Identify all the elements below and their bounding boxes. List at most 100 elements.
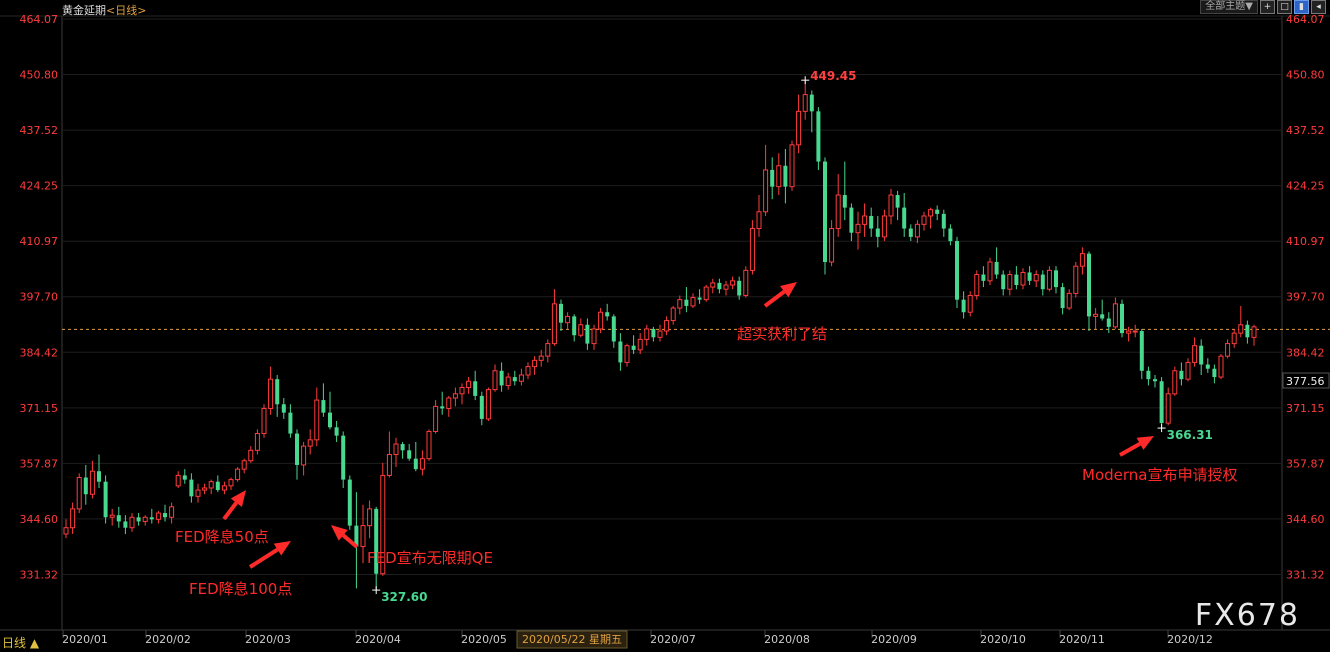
candle-body <box>605 312 610 317</box>
candle-body <box>723 284 729 290</box>
candle-body <box>301 445 307 466</box>
candle-body <box>149 517 154 520</box>
candle-body <box>717 282 722 290</box>
candle <box>737 276 742 300</box>
candle-body <box>1199 345 1204 365</box>
candle <box>1251 324 1257 346</box>
candle-body <box>895 195 900 208</box>
y-tick-right: 357.87 <box>1286 457 1325 470</box>
candle-body <box>103 481 108 518</box>
chart-grid <box>0 15 1330 631</box>
y-tick-right: 384.42 <box>1286 346 1325 359</box>
candle-body <box>1100 314 1105 319</box>
candle <box>605 303 610 321</box>
theme-select[interactable]: 全部主题▼ <box>1200 0 1258 14</box>
candle-body <box>1238 324 1244 334</box>
period-label: <日线> <box>106 4 147 17</box>
candle <box>1212 364 1217 384</box>
candle-body <box>446 397 452 409</box>
candle-body <box>215 481 220 491</box>
candle-body <box>743 269 749 296</box>
candle <box>697 289 702 304</box>
candle <box>1014 266 1019 290</box>
candle <box>637 333 643 355</box>
zoom-icon[interactable]: □ <box>1277 0 1292 14</box>
y-tick-left: 424.25 <box>20 180 59 193</box>
candle <box>314 387 320 447</box>
candle-body <box>703 286 709 301</box>
candle-body <box>235 468 241 481</box>
candle <box>763 144 769 216</box>
candle <box>881 209 887 242</box>
candle-body <box>1112 303 1118 328</box>
candle-body <box>1073 265 1079 294</box>
candle <box>195 483 201 503</box>
toolbar: 全部主题▼ + □ ▮ ◂ <box>1200 0 1326 14</box>
candle <box>328 391 332 430</box>
candle-body <box>749 228 755 271</box>
candle <box>70 502 76 534</box>
candle <box>684 287 689 313</box>
candle-body <box>202 487 208 491</box>
candle <box>341 431 346 488</box>
candle <box>1126 326 1132 342</box>
annotation-layer: 449.45 327.60 366.31 FED降息50点 FED降息100点 FED宣布… <box>175 69 1237 604</box>
candle-body <box>407 450 412 459</box>
candle-body <box>492 370 498 391</box>
candle-body <box>341 435 346 480</box>
layout-icon[interactable]: ▮ <box>1294 0 1309 14</box>
candle-body <box>386 453 392 476</box>
candle-body <box>974 274 980 296</box>
candle <box>1132 324 1138 338</box>
candle-body <box>307 439 313 447</box>
candle <box>241 458 247 474</box>
crosshair-icon[interactable]: + <box>1260 0 1275 14</box>
candle-body <box>1245 324 1250 338</box>
candle-body <box>413 458 418 470</box>
crosshair-date: 2020/05/22 星期五 <box>522 633 622 646</box>
candle <box>142 515 148 526</box>
candle-body <box>928 209 934 217</box>
candle <box>624 343 630 367</box>
candle <box>690 293 696 309</box>
y-tick-left: 371.15 <box>20 402 59 415</box>
candle-body <box>1146 370 1151 380</box>
candle <box>994 247 999 279</box>
candle <box>163 504 167 522</box>
collapse-icon[interactable]: ◂ <box>1311 0 1326 14</box>
candle <box>1007 270 1013 296</box>
candle-body <box>354 525 359 547</box>
candle-body <box>565 315 571 324</box>
candle-body <box>1185 361 1191 380</box>
candle-body <box>869 215 874 229</box>
candle <box>492 364 498 392</box>
candle <box>1139 328 1144 380</box>
candle <box>400 441 405 459</box>
candle <box>835 174 841 237</box>
candle <box>961 291 966 319</box>
candle <box>149 508 154 524</box>
period-tab[interactable]: 日线 ▲ <box>2 636 40 650</box>
candle <box>281 397 286 419</box>
candle <box>301 441 307 476</box>
candle-body <box>70 508 76 529</box>
candle-body <box>551 303 557 345</box>
candle <box>559 299 563 332</box>
candle <box>789 140 795 191</box>
candle-body <box>360 525 366 548</box>
candle-body <box>182 475 187 480</box>
candle <box>1225 339 1231 359</box>
candle <box>433 400 439 434</box>
candle <box>644 324 650 346</box>
candle-series <box>63 80 1257 591</box>
candle <box>1179 362 1184 386</box>
candle-body <box>994 261 999 275</box>
candle-body <box>684 299 689 306</box>
candle-body <box>756 211 762 230</box>
candle-body <box>347 479 352 526</box>
candle <box>802 80 808 120</box>
candle <box>670 305 676 325</box>
candle-body <box>83 477 88 495</box>
annotation-arrow <box>248 547 279 569</box>
